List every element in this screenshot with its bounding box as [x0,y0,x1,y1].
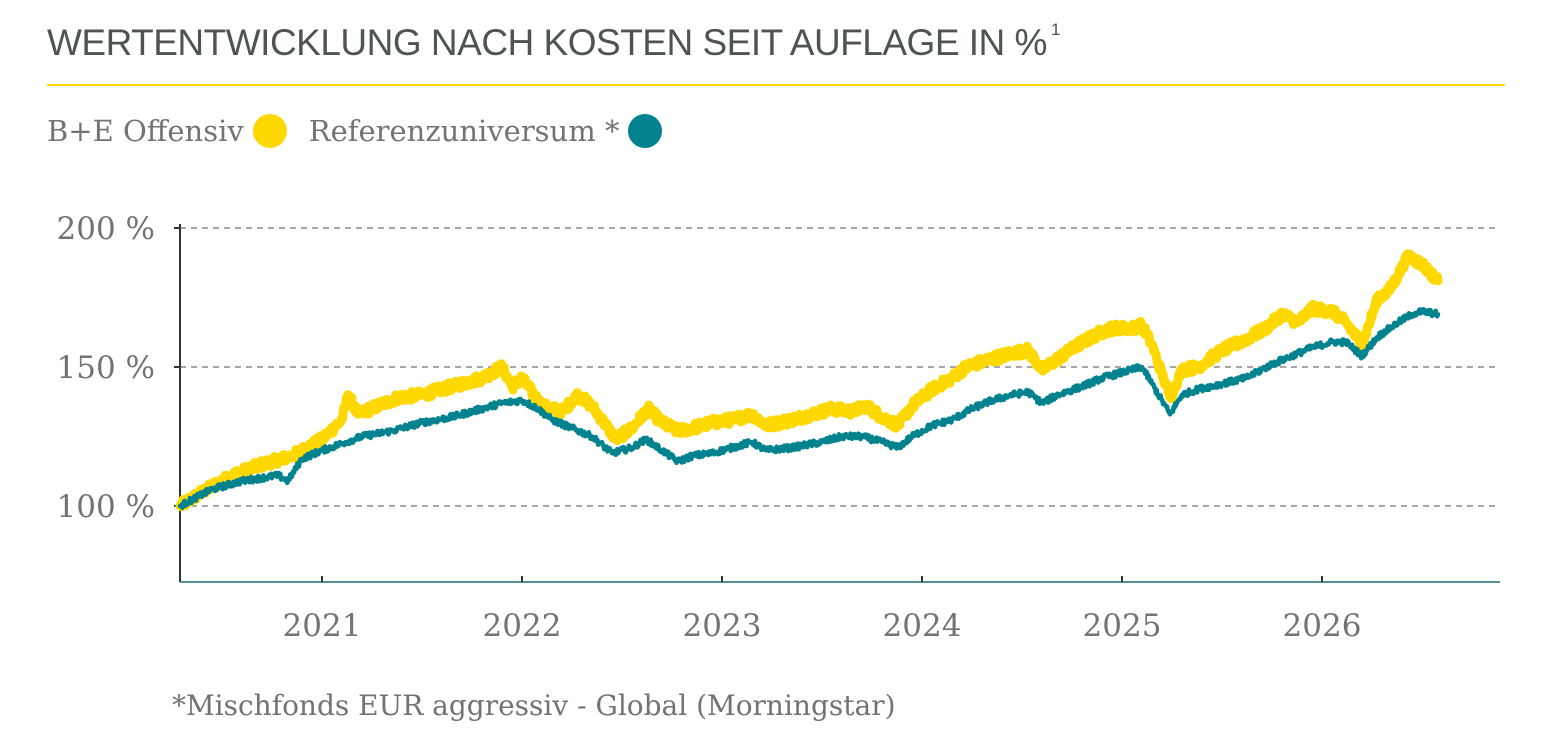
y-tick-label: 150 % [57,350,155,386]
series-line-reference [177,306,1441,511]
y-tick-label: 200 % [57,211,155,247]
title-footnote-marker: 1 [1050,20,1060,39]
x-tick-label: 2026 [1283,608,1362,644]
x-tick-label: 2021 [283,608,362,644]
x-tick-label: 2022 [483,608,562,644]
x-tick-label: 2023 [683,608,762,644]
series-layer [175,249,1443,512]
series-line-fund [175,249,1443,512]
chart-title: WERTENTWICKLUNG NACH KOSTEN SEIT AUFLAGE… [47,20,1060,64]
y-tick-label: 100 % [57,489,155,525]
legend-swatch-reference [628,114,663,148]
legend-label-reference: Referenzuniversum * [308,114,620,148]
grid-lines [180,227,1500,507]
legend-item-fund: B+E Offensiv [47,114,287,148]
title-underline [47,84,1505,86]
legend-swatch-fund [252,114,287,148]
line-chart: 100 % 150 % 200 % 2021 2022 2023 2024 2025 2026 [57,211,1500,644]
legend-item-reference: Referenzuniversum * [309,114,663,148]
x-tick-label: 2025 [1083,608,1162,644]
y-axis-ticks: 100 % 150 % 200 % [57,211,180,525]
chart-legend: B+E Offensiv Referenzuniversum * [47,114,684,148]
legend-label-fund: B+E Offensiv [47,114,244,148]
chart-axes [179,224,1500,583]
x-tick-label: 2024 [883,608,962,644]
chart-title-text: WERTENTWICKLUNG NACH KOSTEN SEIT AUFLAGE… [47,22,1047,63]
footnote: *Mischfonds EUR aggressiv - Global (Morn… [172,689,896,722]
x-axis-ticks: 2021 2022 2023 2024 2025 2026 [283,576,1362,644]
